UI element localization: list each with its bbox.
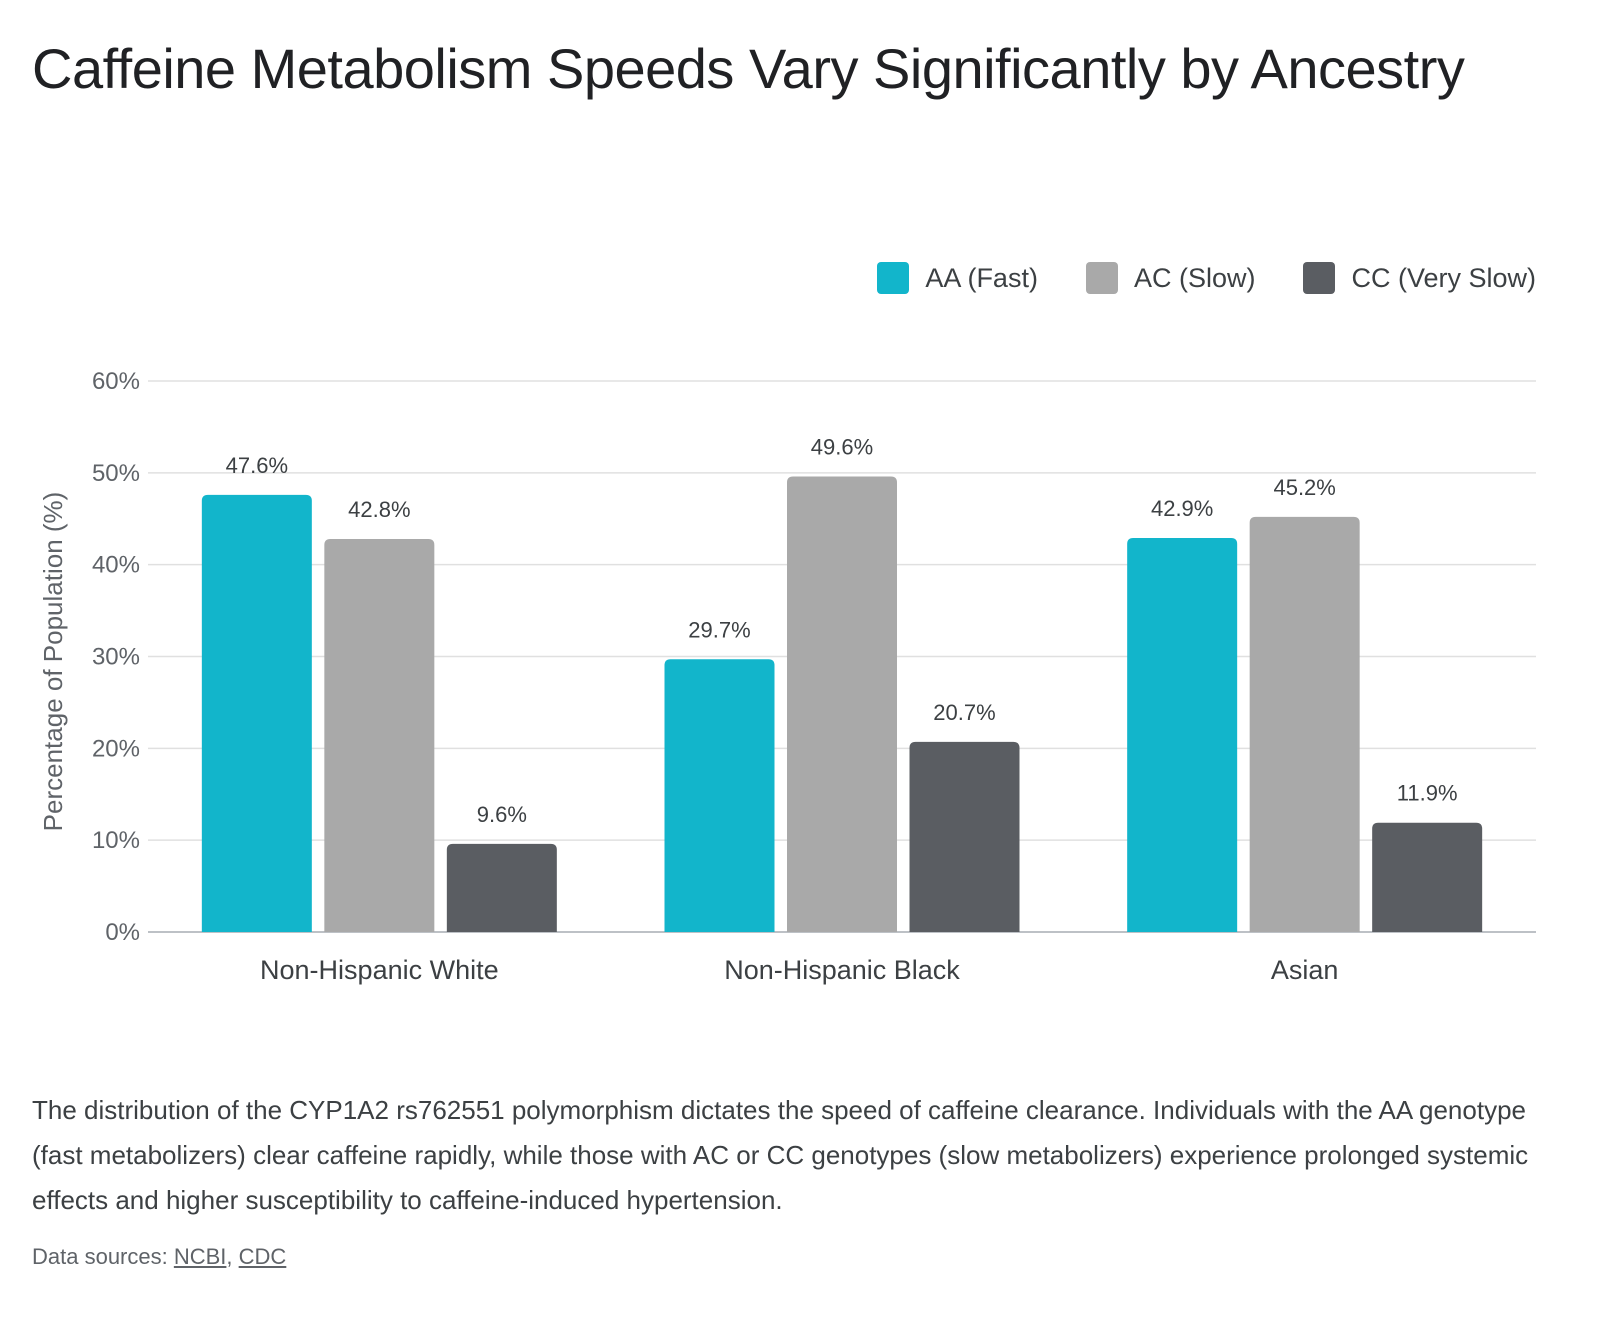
bar: [664, 659, 775, 932]
y-tick-label: 10%: [92, 827, 140, 854]
legend-label: AC (Slow): [1133, 262, 1256, 293]
data-label: 29.7%: [688, 617, 750, 642]
legend-swatch: [1303, 262, 1336, 294]
x-category-label: Asian: [1271, 955, 1339, 985]
legend-label: CC (Very Slow): [1351, 262, 1536, 293]
y-tick-label: 40%: [92, 552, 140, 579]
y-tick-label: 60%: [92, 368, 140, 395]
legend-item-2: CC (Very Slow): [1303, 262, 1536, 294]
y-tick-label: 50%: [92, 460, 140, 487]
sources-prefix: Data sources:: [32, 1244, 174, 1269]
bar-chart: 0% 10% 20% 30% 40% 50% 60% Percentage of Popula…: [38, 368, 1536, 985]
data-label: 47.6%: [226, 453, 288, 478]
legend-swatch: [1085, 262, 1118, 294]
chart-title: Caffeine Metabolism Speeds Vary Signific…: [32, 37, 1465, 100]
data-label: 49.6%: [811, 435, 873, 460]
data-sources: Data sources: NCBI, CDC: [32, 1244, 286, 1270]
data-label: 42.8%: [348, 497, 410, 522]
y-axis-title: Percentage of Population (%): [38, 492, 68, 832]
bar: [1127, 538, 1238, 932]
bar: [787, 476, 897, 932]
source-link-ncbi[interactable]: NCBI: [173, 1244, 227, 1269]
x-category-label: Non-Hispanic Black: [724, 955, 960, 985]
data-label: 20.7%: [933, 700, 995, 725]
sources-separator: ,: [226, 1244, 239, 1269]
legend-swatch: [877, 262, 910, 294]
source-link-cdc[interactable]: CDC: [238, 1244, 287, 1269]
chart-legend: AA (Fast) AC (Slow) CC (Very Slow): [877, 262, 1536, 294]
data-label: 9.6%: [477, 802, 527, 827]
bar: [201, 494, 312, 932]
bar: [446, 843, 557, 932]
legend-item-0: AA (Fast): [877, 262, 1038, 294]
data-label: 11.9%: [1397, 781, 1458, 806]
bar: [909, 741, 1020, 932]
data-label: 45.2%: [1273, 475, 1335, 500]
legend-item-1: AC (Slow): [1085, 262, 1256, 294]
legend-label: AA (Fast): [925, 262, 1038, 293]
data-label: 42.9%: [1151, 496, 1213, 521]
bar: [1249, 516, 1360, 932]
chart-caption: The distribution of the CYP1A2 rs762551 …: [32, 1095, 1529, 1215]
x-category-label: Non-Hispanic White: [260, 955, 499, 985]
bar: [324, 538, 435, 932]
y-tick-label: 0%: [105, 919, 140, 946]
y-tick-label: 20%: [92, 735, 140, 762]
bar: [1372, 822, 1483, 932]
y-tick-label: 30%: [92, 644, 140, 671]
